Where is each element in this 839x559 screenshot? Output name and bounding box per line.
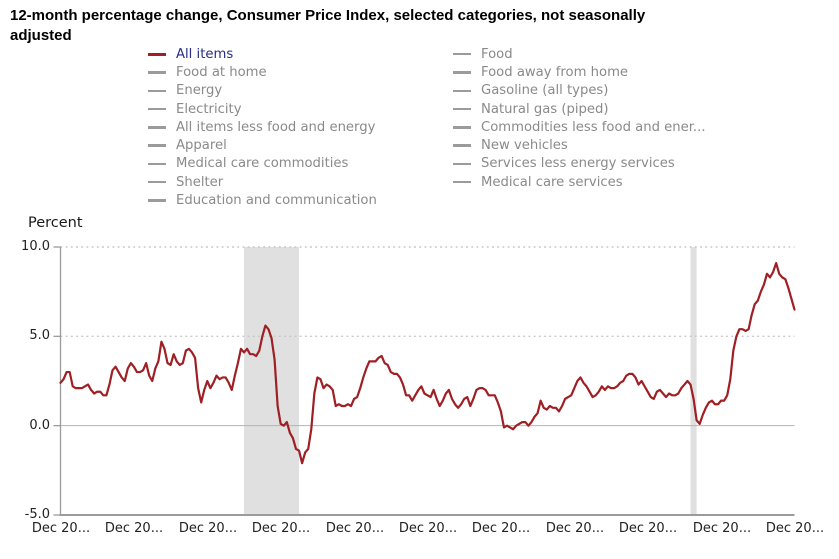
- legend-label: Apparel: [176, 138, 227, 154]
- legend-label: Electricity: [176, 101, 242, 117]
- legend-item-shelter[interactable]: Shelter: [148, 173, 377, 191]
- x-tick-10: Dec 20...: [765, 521, 825, 536]
- legend-label: Services less energy services: [481, 156, 675, 172]
- y-tick-10: 10.0: [21, 239, 50, 254]
- legend-item-food-away-from-home[interactable]: Food away from home: [453, 63, 706, 81]
- legend-label: All items less food and energy: [176, 119, 376, 135]
- chart-title-line1: 12-month percentage change, Consumer Pri…: [10, 7, 646, 24]
- series-line-icon: [148, 144, 166, 147]
- series-line-icon: [148, 107, 166, 111]
- legend-item-medical-care-commodities[interactable]: Medical care commodities: [148, 155, 377, 173]
- y-tick-5: 5.0: [29, 328, 50, 343]
- legend-label: Food away from home: [481, 64, 629, 80]
- y-tick-0: 0.0: [29, 418, 50, 433]
- y-axis-title: Percent: [28, 215, 83, 231]
- legend-item-services-less-energy-services[interactable]: Services less energy services: [453, 155, 706, 173]
- recession-band: [690, 247, 697, 515]
- series-line-icon: [453, 162, 471, 166]
- x-tick-8: Dec 20...: [618, 521, 678, 536]
- y-tick-neg5: -5.0: [24, 507, 50, 522]
- legend-item-apparel[interactable]: Apparel: [148, 136, 377, 154]
- x-tick-5: Dec 20...: [398, 521, 458, 536]
- legend-item-natural-gas[interactable]: Natural gas (piped): [453, 100, 706, 118]
- legend-item-all-items[interactable]: All items: [148, 45, 377, 63]
- series-line-icon: [148, 52, 166, 56]
- legend-label: All items: [176, 46, 234, 62]
- chart-title-line2: adjusted: [10, 27, 72, 44]
- x-tick-3: Dec 20...: [251, 521, 311, 536]
- series-line-icon: [453, 144, 471, 147]
- recession-band: [244, 247, 300, 515]
- legend-label: Gasoline (all types): [481, 83, 609, 99]
- legend-item-food-at-home[interactable]: Food at home: [148, 63, 377, 81]
- legend-label: Medical care commodities: [176, 156, 349, 172]
- legend-label: Natural gas (piped): [481, 101, 609, 117]
- x-tick-7: Dec 20...: [545, 521, 605, 536]
- legend-label: New vehicles: [481, 138, 568, 154]
- legend-item-gasoline[interactable]: Gasoline (all types): [453, 82, 706, 100]
- series-line-icon: [453, 126, 471, 129]
- legend-label: Shelter: [176, 174, 224, 190]
- series-line-icon: [148, 199, 166, 202]
- series-line-icon: [453, 89, 471, 92]
- series-line-icon: [453, 107, 471, 111]
- legend-item-all-items-less-food-energy[interactable]: All items less food and energy: [148, 118, 377, 136]
- legend-item-new-vehicles[interactable]: New vehicles: [453, 136, 706, 154]
- legend-item-medical-care-services[interactable]: Medical care services: [453, 173, 706, 191]
- series-line-icon: [453, 71, 471, 74]
- series-line-icon: [148, 181, 166, 184]
- x-tick-0: Dec 20...: [31, 521, 91, 536]
- legend-item-food[interactable]: Food: [453, 45, 706, 63]
- chart-title: 12-month percentage change, Consumer Pri…: [10, 6, 820, 46]
- x-tick-1: Dec 20...: [104, 521, 164, 536]
- legend-column-2: Food Food away from home Gasoline (all t…: [453, 45, 706, 191]
- x-tick-9: Dec 20...: [692, 521, 752, 536]
- legend-column-1: All items Food at home Energy Electricit…: [148, 45, 377, 210]
- legend-label: Energy: [176, 83, 223, 99]
- all-items-series-line: [59, 261, 796, 465]
- legend-item-education-communication[interactable]: Education and communication: [148, 191, 377, 209]
- legend-label: Food: [481, 46, 513, 62]
- series-line-icon: [148, 162, 166, 166]
- legend-label: Commodities less food and ener...: [481, 119, 706, 135]
- legend-label: Medical care services: [481, 174, 623, 190]
- series-line-icon: [148, 126, 166, 129]
- series-line-icon: [453, 52, 471, 56]
- legend-label: Food at home: [176, 64, 267, 80]
- legend-item-electricity[interactable]: Electricity: [148, 100, 377, 118]
- legend-label: Education and communication: [176, 193, 377, 209]
- legend-item-energy[interactable]: Energy: [148, 82, 377, 100]
- x-tick-6: Dec 20...: [471, 521, 531, 536]
- series-line-icon: [453, 181, 471, 184]
- x-tick-2: Dec 20...: [178, 521, 238, 536]
- series-line-icon: [148, 71, 166, 74]
- legend-item-commodities-less-food-energy[interactable]: Commodities less food and ener...: [453, 118, 706, 136]
- series-line-icon: [148, 89, 166, 92]
- x-tick-4: Dec 20...: [325, 521, 385, 536]
